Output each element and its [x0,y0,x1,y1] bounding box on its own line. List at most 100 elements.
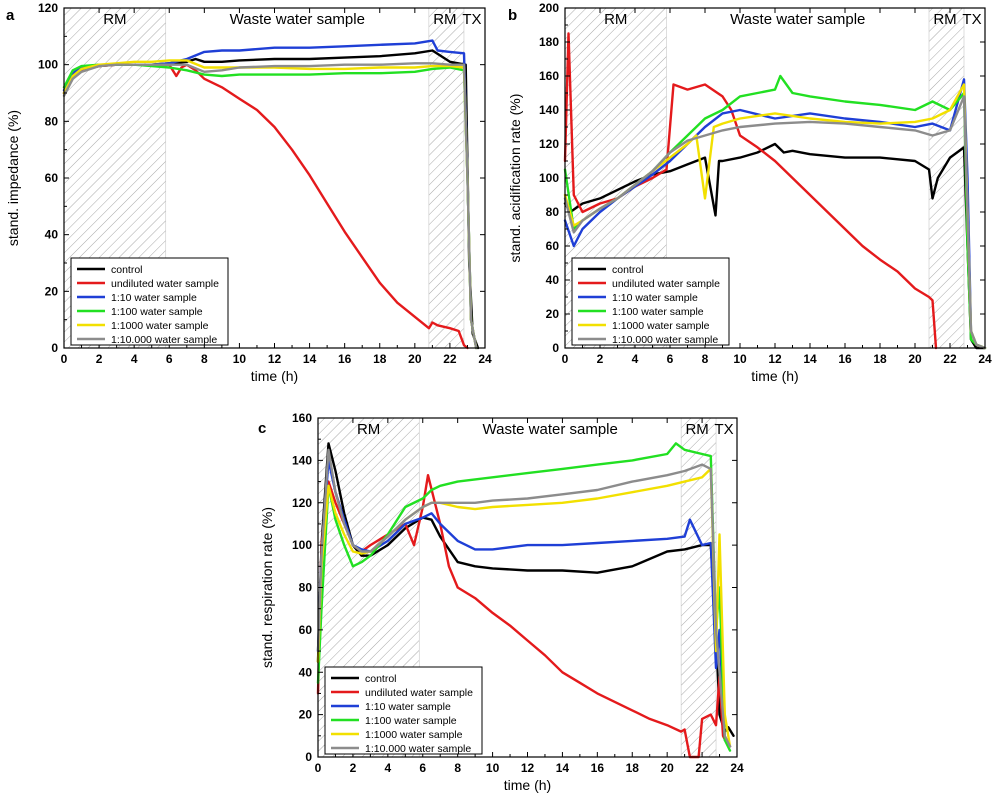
y-tick-label: 180 [539,35,559,49]
x-tick-label: 2 [597,352,604,366]
region-label: RM [433,11,456,28]
x-tick-label: 14 [303,352,317,366]
x-tick-label: 10 [233,352,247,366]
y-tick-label: 140 [292,453,312,467]
legend-entry: 1:10.000 water sample [612,334,718,346]
y-tick-label: 80 [546,205,560,219]
x-tick-label: 4 [131,352,138,366]
panel-letter: c [258,420,266,437]
y-tick-label: 20 [299,708,313,722]
x-tick-label: 6 [667,352,674,366]
legend-entry: undiluted water sample [612,278,720,290]
region-label: RM [604,11,627,28]
series-line-6 [563,95,987,350]
x-tick-label: 12 [768,352,782,366]
y-tick-label: 40 [45,228,59,242]
series-line-2 [563,32,938,350]
y-tick-label: 120 [292,496,312,510]
x-tick-label: 0 [61,352,68,366]
y-tick-label: 0 [305,750,312,764]
x-tick-label: 10 [486,761,500,775]
legend-box [324,666,483,755]
panel-letter: b [508,7,517,24]
x-tick-label: 18 [373,352,387,366]
y-tick-label: 140 [539,103,559,117]
x-tick-label: 22 [943,352,957,366]
x-tick-label: 2 [350,761,357,775]
y-axis-label: stand. impedance (%) [5,110,21,246]
x-tick-label: 4 [384,761,391,775]
x-tick-label: 18 [626,761,640,775]
x-tick-label: 2 [96,352,103,366]
y-tick-label: 120 [539,137,559,151]
series-line-6 [62,62,478,350]
y-tick-label: 200 [539,1,559,15]
x-tick-label: 22 [695,761,709,775]
legend-entry: control [365,673,397,685]
x-tick-label: 4 [632,352,639,366]
series-line-5 [316,467,732,748]
x-tick-label: 12 [268,352,282,366]
x-tick-label: 22 [443,352,457,366]
legend-entry: 1:100 water sample [365,715,457,727]
legend-entry: 1:100 water sample [111,306,203,318]
x-tick-label: 24 [478,352,492,366]
region-label: TX [962,11,981,28]
x-tick-label: 6 [419,761,426,775]
legend-entry: 1:10.000 water sample [365,743,471,755]
y-axis-label: stand. respiration rate (%) [259,507,275,668]
legend-box [70,257,229,346]
legend-entry: control [111,264,143,276]
region-label: RM [933,11,956,28]
panel-letter: a [6,7,15,24]
y-tick-label: 100 [539,171,559,185]
x-tick-label: 0 [315,761,322,775]
x-tick-label: 8 [201,352,208,366]
x-tick-label: 16 [838,352,852,366]
legend-entry: undiluted water sample [365,687,473,699]
series-line-4 [316,442,732,752]
y-tick-label: 100 [292,538,312,552]
x-tick-label: 8 [702,352,709,366]
panel-a-impedance: RM Waste water sample RM TX0 2 4 6 8 10 12 14 16 18 2… [5,1,492,384]
legend-entry: 1:10 water sample [365,701,451,713]
y-tick-label: 0 [51,341,58,355]
legend-entry: control [612,264,644,276]
legend-entry: 1:1000 water sample [365,729,463,741]
x-tick-label: 8 [454,761,461,775]
legend-entry: 1:10 water sample [111,292,197,304]
y-axis-label: stand. acidification rate (%) [507,94,523,263]
x-tick-label: 20 [660,761,674,775]
y-tick-label: 0 [552,341,559,355]
y-tick-label: 60 [299,623,313,637]
x-tick-label: 24 [978,352,992,366]
x-tick-label: 12 [521,761,535,775]
region-label: Waste water sample [730,11,865,28]
x-tick-label: 20 [408,352,422,366]
x-axis-label: time (h) [504,777,551,793]
y-tick-label: 20 [45,284,59,298]
legend-entry: 1:1000 water sample [612,320,710,332]
x-tick-label: 24 [730,761,744,775]
region-label: TX [714,421,733,438]
x-tick-label: 14 [803,352,817,366]
legend-box [571,257,730,346]
legend: control undiluted water sample 1:10 water … [324,666,483,755]
x-tick-label: 6 [166,352,173,366]
y-tick-label: 120 [38,1,58,15]
series-line-1 [563,142,987,350]
region-label: TX [462,11,481,28]
y-tick-label: 160 [292,411,312,425]
legend-entry: 1:10 water sample [612,292,698,304]
region-label: Waste water sample [230,11,365,28]
legend-entry: 1:1000 water sample [111,320,209,332]
region-label: RM [685,421,708,438]
y-tick-label: 40 [546,273,560,287]
legend-entry: 1:10.000 water sample [111,334,217,346]
region-label: RM [103,11,126,28]
y-tick-label: 80 [45,114,59,128]
x-axis-label: time (h) [751,368,798,384]
panel-c-respiration: RM Waste water sample RM TX0 2 4 6 8 10 12 14 16 18 2… [258,411,744,793]
x-tick-label: 14 [556,761,570,775]
